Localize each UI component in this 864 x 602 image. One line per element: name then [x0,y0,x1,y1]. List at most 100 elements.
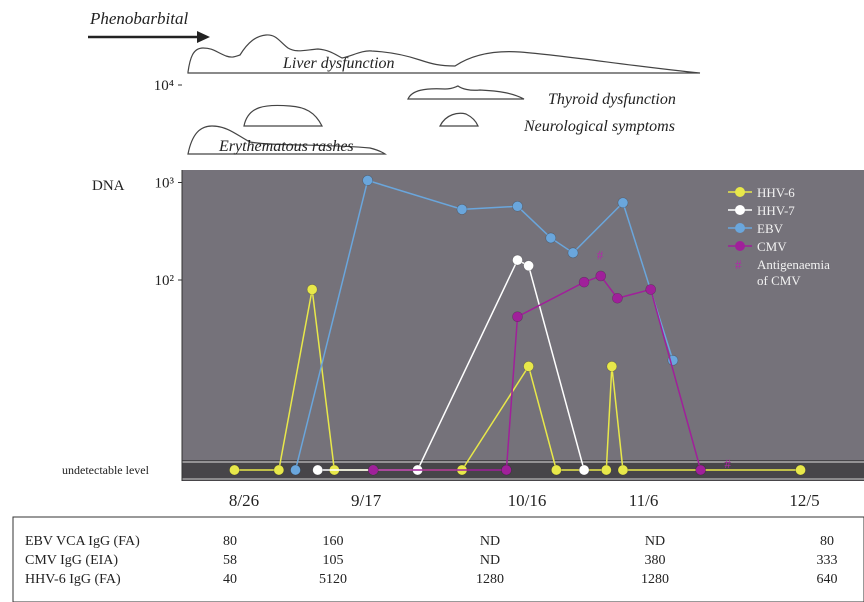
data-point-ebv [290,464,301,476]
serology-cell: 80 [223,534,237,549]
series-cmv [367,270,706,476]
series-line-ebv [294,179,674,471]
serology-cell: 58 [223,553,237,568]
y-tick-labels: 10⁴ 10³ 10² [154,78,182,289]
serology-cell: ND [480,553,500,568]
legend-label-ebv: EBV [757,221,784,236]
series-line-hhv7 [317,259,585,471]
legend-item-ebv: EBV [728,221,784,236]
drug-label: Phenobarbital [89,9,188,28]
legend-item-hhv6: HHV-6 [728,185,795,200]
thyroid-dysfunction-curve [407,85,525,100]
neurological-symptoms-label: Neurological symptoms [523,118,675,135]
baseline-label: undetectable level [62,463,150,477]
data-point-cmv [595,270,607,282]
annotation-layer: ## [597,247,732,471]
neurological-symptoms-curve-2 [439,112,479,127]
serology-row: EBV VCA IgG (FA) 80 160 ND ND 80 [25,534,834,549]
data-point-cmv [578,276,590,288]
serology-table: EBV VCA IgG (FA) 80 160 ND ND 80 CMV IgG (EIA)… [12,516,864,602]
data-point-hhv6 [523,361,534,372]
serology-cell: ND [480,534,500,549]
antigenaemia-marker: # [724,456,731,471]
data-point-cmv [612,292,623,304]
y-axis-title: DNA [92,178,125,194]
erythematous-rashes-curve [187,125,387,155]
plot-background [182,170,864,460]
clinical-course: Phenobarbital Liver dysfunction Thyroid … [88,9,701,155]
data-point-ebv [567,247,579,259]
data-point-ebv [362,175,373,186]
x-tick-label: 10/16 [508,491,547,510]
data-point-hhv6 [600,464,612,476]
serology-row: CMV IgG (EIA) 58 105 ND 380 333 [25,553,838,568]
data-point-hhv7 [523,260,534,272]
legend-item-hhv7: HHV-7 [728,203,795,218]
serology-cell: 1280 [476,572,504,587]
x-tick-label: 9/17 [351,491,382,510]
legend-marker-hhv6 [735,187,745,197]
data-point-hhv6 [617,464,629,476]
data-point-ebv [512,201,523,212]
data-point-cmv [501,464,512,476]
x-tick-label: 11/6 [629,491,659,510]
legend-label-cmv: CMV [757,239,787,254]
data-point-hhv7 [312,464,324,476]
x-tick-label: 12/5 [789,491,819,510]
thyroid-dysfunction-label: Thyroid dysfunction [548,91,676,108]
legend-label-antigenaemia-2: of CMV [757,273,801,288]
data-point-cmv [645,284,657,295]
legend-item-cmv: CMV [728,239,787,254]
serology-cell: 1280 [641,572,669,587]
serology-cell: 105 [323,553,344,568]
serology-cell: 160 [323,534,344,549]
neurological-symptoms-curve-1 [243,104,323,127]
legend-marker-hhv7 [735,205,745,215]
data-point-hhv6 [229,464,240,476]
serology-cell: ND [645,534,665,549]
y-tick-label: 10² [155,273,175,289]
data-point-hhv6 [306,284,318,295]
serology-rows: EBV VCA IgG (FA) 80 160 ND ND 80 CMV IgG (EIA)… [25,534,838,587]
legend-item-antigenaemia: # Antigenaemia of CMV [735,257,830,288]
liver-dysfunction-curve [187,34,701,74]
data-point-hhv6 [551,464,562,476]
serology-cell: 40 [223,572,237,587]
serology-table-border [12,516,864,602]
serology-cell: 5120 [319,572,347,587]
series-layer [229,175,806,476]
series-line-cmv [373,275,702,471]
data-point-ebv [617,197,629,209]
data-point-cmv [695,464,706,476]
y-tick-label: 10³ [155,176,175,192]
data-point-hhv6 [606,361,618,372]
x-tick-label: 8/26 [229,491,259,510]
data-point-hhv7 [512,254,523,266]
serology-cell: 380 [645,553,666,568]
data-point-cmv [367,464,379,476]
serology-row-label: CMV IgG (EIA) [25,553,118,568]
legend-marker-cmv [735,241,745,251]
serology-row-label: EBV VCA IgG (FA) [25,534,140,549]
data-point-hhv6 [273,464,285,476]
legend: HHV-6 HHV-7 EBV CMV # Antigenaemia of CM… [728,185,830,288]
data-point-hhv6 [795,464,806,476]
data-point-ebv [545,232,557,244]
serology-row: HHV-6 IgG (FA) 40 5120 1280 1280 640 [25,572,838,587]
data-point-hhv7 [578,464,590,476]
drug-arrowhead [197,31,210,43]
serology-cell: 333 [817,553,838,568]
serology-cell: 640 [817,572,838,587]
x-tick-labels: 8/26 9/17 10/16 11/6 12/5 [229,491,820,510]
series-hhv7 [312,254,590,476]
antigenaemia-marker: # [597,247,604,262]
legend-marker-antigenaemia: # [735,257,742,272]
data-point-cmv [512,311,523,323]
erythematous-rashes-label: Erythematous rashes [218,138,354,155]
legend-label-antigenaemia-1: Antigenaemia [757,257,830,272]
legend-marker-ebv [735,223,745,233]
liver-dysfunction-label: Liver dysfunction [282,55,395,72]
serology-cell: 80 [820,534,834,549]
data-point-ebv [456,204,468,215]
